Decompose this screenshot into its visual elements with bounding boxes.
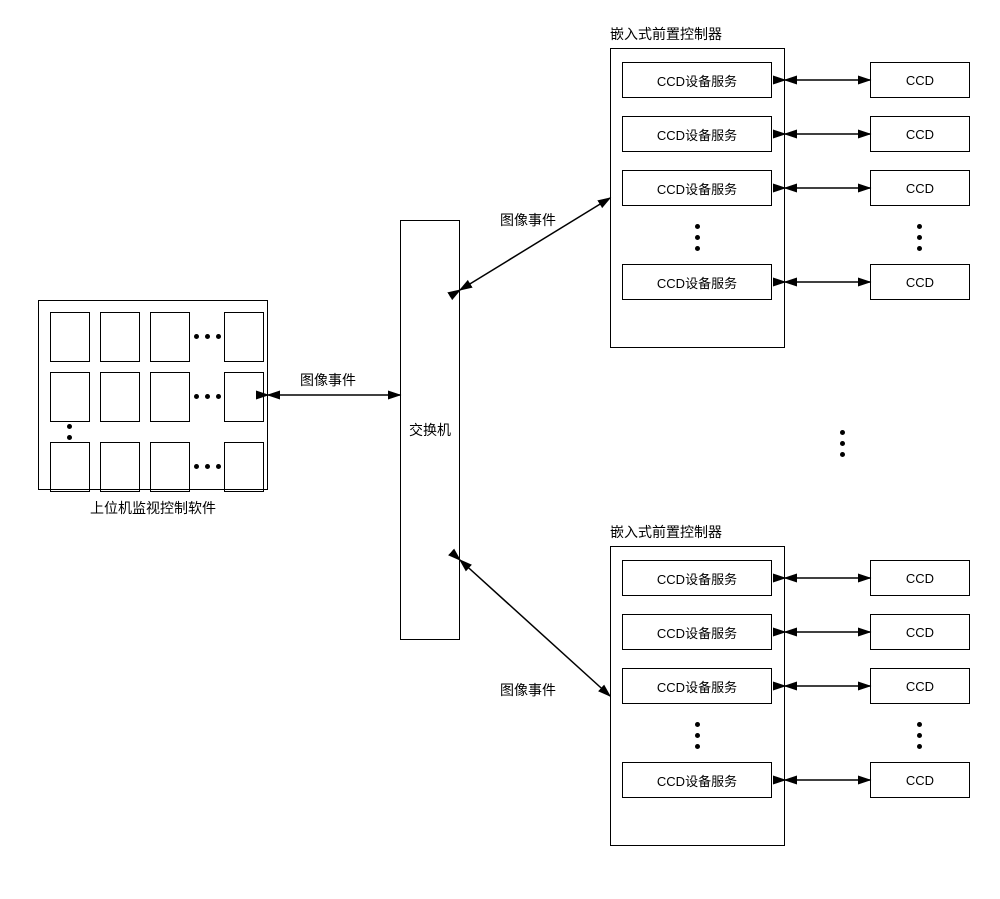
ccd-service-box: CCD设备服务 [622,614,772,650]
ccd-box: CCD [870,264,970,300]
link-label-1: 图像事件 [300,370,356,390]
ccd-service-box: CCD设备服务 [622,560,772,596]
ccd-box: CCD [870,668,970,704]
ccd-service-box: CCD设备服务 [622,668,772,704]
ccd-service-box: CCD设备服务 [622,170,772,206]
host-label: 上位机监视控制软件 [38,498,268,518]
link-label-2: 图像事件 [500,210,556,230]
ccd-box: CCD [870,170,970,206]
ccd-box: CCD [870,762,970,798]
link-label-3: 图像事件 [500,680,556,700]
ccd-service-box: CCD设备服务 [622,762,772,798]
switch-box: 交换机 [400,220,460,640]
ccd-box: CCD [870,116,970,152]
ccd-box: CCD [870,560,970,596]
controller-title: 嵌入式前置控制器 [610,24,722,44]
ccd-service-box: CCD设备服务 [622,116,772,152]
ccd-service-box: CCD设备服务 [622,264,772,300]
ccd-service-box: CCD设备服务 [622,62,772,98]
controller-title: 嵌入式前置控制器 [610,522,722,542]
ccd-box: CCD [870,62,970,98]
ccd-box: CCD [870,614,970,650]
